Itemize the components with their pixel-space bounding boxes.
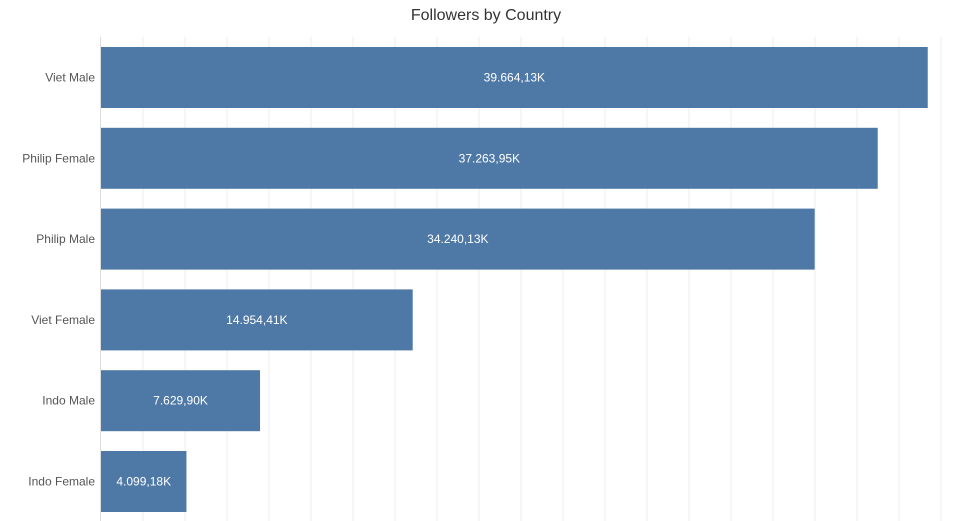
category-label: Indo Male [42,394,95,408]
bar-value-label: 14.954,41K [226,313,287,327]
bar-value-label: 7.629,90K [153,394,208,408]
category-label: Viet Male [45,71,95,85]
category-label: Viet Female [31,313,95,327]
bar[interactable] [101,451,187,512]
bar[interactable] [101,289,413,351]
bar[interactable] [101,47,928,108]
bar[interactable] [101,370,261,432]
bar-value-label: 37.263,95K [459,151,520,165]
gridlines [142,37,942,521]
category-label: Philip Male [36,232,95,246]
bar[interactable] [101,127,878,189]
bar-value-label: 34.240,13K [427,232,488,246]
category-label: Philip Female [22,151,95,165]
bar-value-label: 39.664,13K [484,71,545,85]
bar-value-label: 4.099,18K [116,475,171,489]
chart-title: Followers by Country [410,7,562,24]
bar[interactable] [101,208,815,270]
category-label: Indo Female [28,475,95,489]
